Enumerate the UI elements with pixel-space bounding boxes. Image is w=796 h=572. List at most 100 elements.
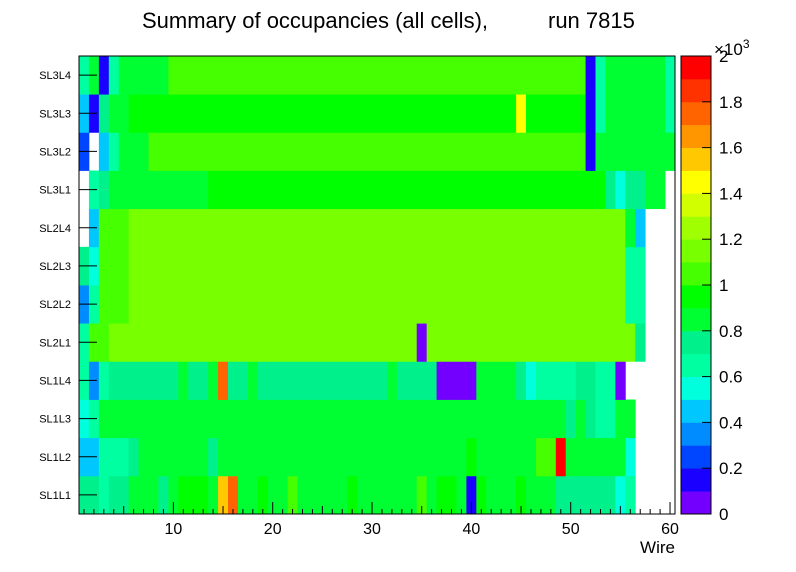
heatmap-cell	[138, 399, 149, 439]
heatmap-cell	[575, 361, 586, 400]
heatmap-cell	[486, 208, 497, 248]
heatmap-cell	[585, 323, 596, 362]
heatmap-cell	[148, 56, 159, 95]
heatmap-cell	[396, 475, 408, 515]
heatmap-cell	[108, 285, 120, 324]
heatmap-cell	[635, 132, 646, 171]
heatmap-cell	[357, 437, 368, 477]
heatmap-cell	[237, 323, 249, 362]
colorbar-segment	[681, 376, 711, 400]
heatmap-cell	[228, 56, 239, 95]
heatmap-cell	[645, 132, 656, 171]
colorbar-tick-label: 1.2	[719, 230, 743, 249]
heatmap-cell	[208, 361, 219, 400]
heatmap-cell	[645, 94, 656, 133]
y-tick-label: SL2L3	[39, 261, 71, 273]
heatmap-cell	[526, 437, 537, 477]
heatmap-cell	[168, 475, 179, 515]
heatmap-cell	[198, 56, 209, 95]
heatmap-cell	[396, 56, 408, 95]
heatmap-cell	[168, 132, 179, 171]
heatmap-cell	[357, 475, 368, 515]
heatmap-cell	[416, 361, 428, 400]
heatmap-cell	[118, 170, 130, 210]
heatmap-cell	[555, 208, 567, 248]
heatmap-cell	[98, 475, 110, 515]
heatmap-cell	[446, 323, 457, 362]
heatmap-cell	[188, 399, 199, 439]
heatmap-cell	[357, 208, 368, 248]
heatmap-cell	[526, 170, 537, 210]
heatmap-cell	[565, 246, 577, 286]
y-tick-label: SL1L3	[39, 414, 71, 426]
heatmap-cell	[506, 361, 517, 400]
heatmap-cell	[267, 475, 279, 515]
heatmap-cell	[347, 132, 358, 171]
x-axis-label: Wire	[640, 538, 675, 557]
heatmap-cell	[575, 246, 586, 286]
heatmap-cell	[267, 285, 279, 324]
heatmap-cell	[218, 437, 229, 477]
y-tick-label: SL2L2	[39, 299, 71, 311]
heatmap-cell	[327, 323, 338, 362]
heatmap-cell	[277, 56, 288, 95]
heatmap-cell	[277, 246, 288, 286]
heatmap-cell	[406, 56, 418, 95]
heatmap-cell	[585, 285, 596, 324]
heatmap-cell	[327, 475, 338, 515]
heatmap-cell	[247, 285, 259, 324]
heatmap-cell	[377, 56, 388, 95]
heatmap-cell	[645, 56, 656, 95]
heatmap-cell	[228, 132, 239, 171]
heatmap-cell	[317, 361, 328, 400]
heatmap-cell	[228, 399, 239, 439]
heatmap-cell	[118, 285, 130, 324]
heatmap-cell	[208, 132, 219, 171]
heatmap-cell	[307, 323, 318, 362]
heatmap-cell	[178, 399, 189, 439]
heatmap-cell	[138, 437, 149, 477]
heatmap-cell	[297, 361, 308, 400]
heatmap-cell	[605, 475, 616, 515]
heatmap-cell	[98, 399, 110, 439]
heatmap-cell	[337, 208, 348, 248]
heatmap-cell	[565, 170, 577, 210]
heatmap-cell	[526, 246, 537, 286]
heatmap-cell	[377, 399, 388, 439]
heatmap-cell	[456, 475, 467, 515]
heatmap-cell	[526, 361, 537, 400]
heatmap-cell	[615, 208, 626, 248]
heatmap-cell	[605, 361, 616, 400]
heatmap-cell	[456, 132, 467, 171]
heatmap-cell	[98, 246, 110, 286]
heatmap-cell	[476, 323, 487, 362]
heatmap-cell	[625, 399, 636, 439]
heatmap-cell	[396, 208, 408, 248]
heatmap-cell	[625, 208, 636, 248]
heatmap-cell	[148, 94, 159, 133]
heatmap-cell	[377, 437, 388, 477]
heatmap-cell	[396, 361, 408, 400]
heatmap-cell	[516, 246, 527, 286]
heatmap-cell	[496, 132, 507, 171]
heatmap-cell	[367, 361, 378, 400]
heatmap-cell	[138, 475, 149, 515]
heatmap-cell	[486, 94, 497, 133]
heatmap-cell	[476, 94, 487, 133]
heatmap-cell	[367, 208, 378, 248]
heatmap-cell	[198, 94, 209, 133]
heatmap-cell	[456, 399, 467, 439]
heatmap-cell	[218, 323, 229, 362]
heatmap-cell	[605, 246, 616, 286]
heatmap-cell	[128, 132, 139, 171]
heatmap-cell	[535, 56, 547, 95]
heatmap-cell	[118, 56, 130, 95]
heatmap-cell	[128, 323, 139, 362]
heatmap-cell	[327, 399, 338, 439]
heatmap-cell	[496, 170, 507, 210]
heatmap-cell	[526, 208, 537, 248]
heatmap-cell	[337, 475, 348, 515]
heatmap-cell	[158, 285, 169, 324]
heatmap-cell	[297, 208, 308, 248]
heatmap-cell	[535, 94, 547, 133]
